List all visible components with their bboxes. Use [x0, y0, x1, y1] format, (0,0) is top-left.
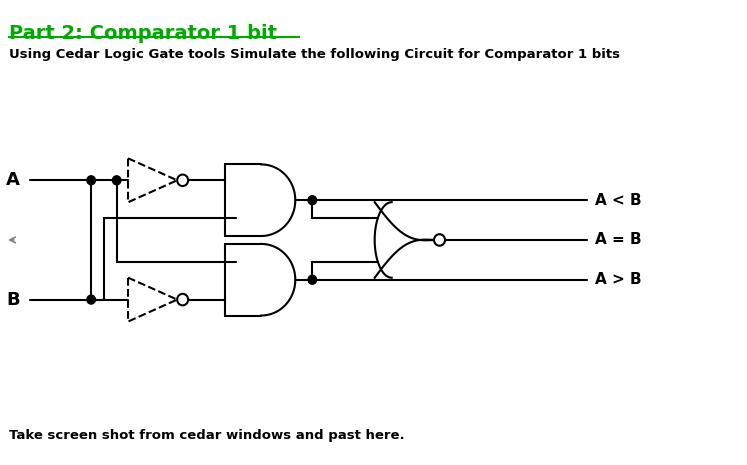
Text: B: B [6, 291, 19, 309]
Text: A: A [6, 171, 19, 189]
Circle shape [308, 275, 317, 284]
Text: A > B: A > B [595, 272, 642, 287]
Text: A < B: A < B [595, 193, 642, 208]
Text: A = B: A = B [595, 232, 642, 247]
Circle shape [308, 196, 317, 205]
Circle shape [434, 234, 445, 246]
Circle shape [177, 294, 188, 306]
Text: Using Cedar Logic Gate tools Simulate the following Circuit for Comparator 1 bit: Using Cedar Logic Gate tools Simulate th… [9, 48, 620, 61]
Circle shape [177, 174, 188, 186]
Circle shape [87, 176, 96, 185]
Text: Part 2: Comparator 1 bit: Part 2: Comparator 1 bit [9, 24, 277, 43]
Circle shape [87, 295, 96, 304]
Circle shape [113, 176, 121, 185]
Text: Take screen shot from cedar windows and past here.: Take screen shot from cedar windows and … [9, 429, 405, 442]
